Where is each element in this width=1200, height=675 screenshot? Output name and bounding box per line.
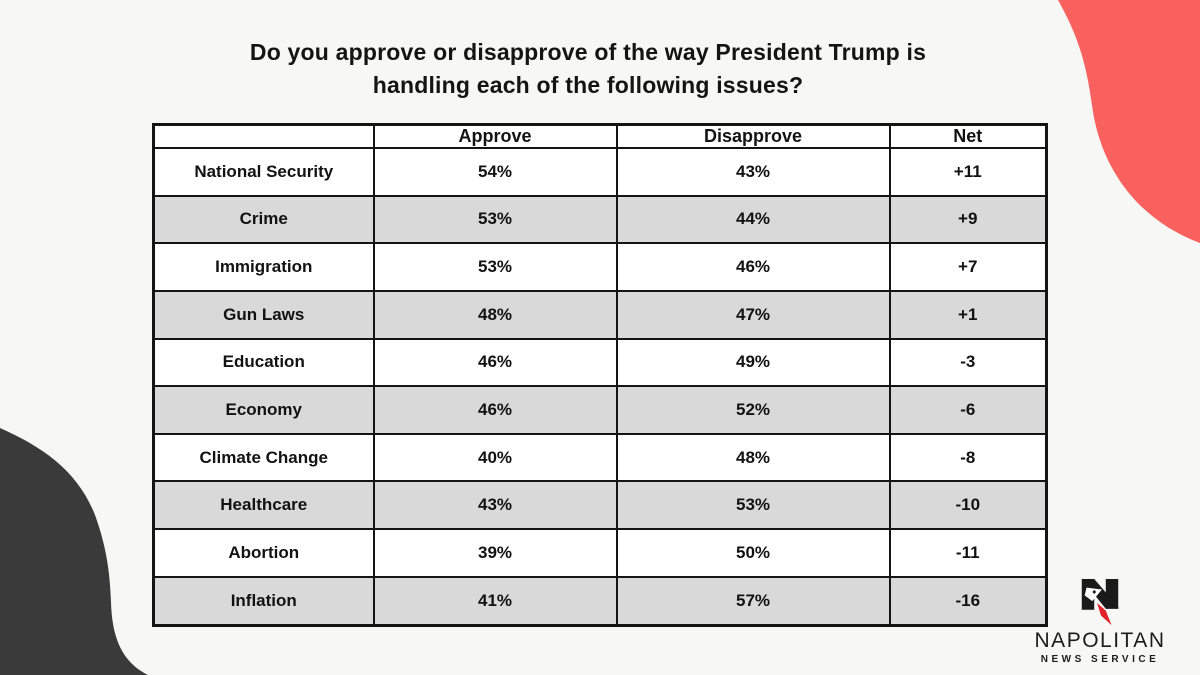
napolitan-eagle-n-icon — [1081, 579, 1119, 626]
issue-cell: Inflation — [152, 575, 375, 627]
approve-cell: 54% — [372, 147, 618, 197]
disapprove-cell: 52% — [615, 385, 891, 435]
disapprove-cell: 53% — [615, 480, 891, 531]
approve-cell: 40% — [372, 432, 618, 483]
table-header-row: Approve Disapprove Net — [152, 123, 1048, 149]
table-row: Inflation 41% 57% -16 — [152, 575, 1048, 627]
approve-cell: 46% — [372, 337, 618, 388]
table-row: Economy 46% 52% -6 — [152, 385, 1048, 435]
table-row: Climate Change 40% 48% -8 — [152, 432, 1048, 483]
table-row: Abortion 39% 50% -11 — [152, 528, 1048, 578]
net-cell: +1 — [888, 289, 1048, 340]
approve-cell: 48% — [372, 289, 618, 340]
disapprove-cell: 47% — [615, 289, 891, 340]
dark-blob-bottom-left — [0, 428, 148, 675]
napolitan-logo: NAPOLITAN NEWS SERVICE — [1018, 579, 1182, 667]
table-row: Gun Laws 48% 47% +1 — [152, 289, 1048, 340]
approve-cell: 41% — [372, 575, 618, 627]
approve-cell: 53% — [372, 242, 618, 292]
issue-cell: Crime — [152, 194, 375, 245]
net-cell: +9 — [888, 194, 1048, 245]
table-row: Healthcare 43% 53% -10 — [152, 480, 1048, 531]
net-cell: -10 — [888, 480, 1048, 531]
approve-cell: 53% — [372, 194, 618, 245]
issue-cell: Immigration — [152, 242, 375, 292]
logo-tagline-text: NEWS SERVICE — [1040, 654, 1160, 665]
issue-cell: National Security — [152, 147, 375, 197]
issue-cell: Education — [152, 337, 375, 388]
header-approve: Approve — [372, 123, 618, 149]
net-cell: +11 — [888, 147, 1048, 197]
issue-cell: Abortion — [152, 528, 375, 578]
issue-cell: Climate Change — [152, 432, 375, 483]
issue-cell: Healthcare — [152, 480, 375, 531]
poll-results-table: Approve Disapprove Net National Security… — [152, 123, 1048, 627]
disapprove-cell: 43% — [615, 147, 891, 197]
net-cell: -6 — [888, 385, 1048, 435]
page-title: Do you approve or disapprove of the way … — [0, 36, 1176, 102]
disapprove-cell: 50% — [615, 528, 891, 578]
disapprove-cell: 46% — [615, 242, 891, 292]
disapprove-cell: 49% — [615, 337, 891, 388]
net-cell: -16 — [888, 575, 1048, 627]
header-net: Net — [888, 123, 1048, 149]
header-issue — [152, 123, 375, 149]
issue-cell: Gun Laws — [152, 289, 375, 340]
disapprove-cell: 44% — [615, 194, 891, 245]
logo-brand-text: NAPOLITAN — [1034, 629, 1166, 652]
table-row: National Security 54% 43% +11 — [152, 147, 1048, 197]
table-row: Crime 53% 44% +9 — [152, 194, 1048, 245]
table-row: Education 46% 49% -3 — [152, 337, 1048, 388]
net-cell: -3 — [888, 337, 1048, 388]
disapprove-cell: 48% — [615, 432, 891, 483]
table-row: Immigration 53% 46% +7 — [152, 242, 1048, 292]
disapprove-cell: 57% — [615, 575, 891, 627]
net-cell: +7 — [888, 242, 1048, 292]
issue-cell: Economy — [152, 385, 375, 435]
page-title-line1: Do you approve or disapprove of the way … — [249, 39, 927, 65]
page-title-line2: handling each of the following issues? — [372, 72, 804, 98]
approve-cell: 43% — [372, 480, 618, 531]
header-disapprove: Disapprove — [615, 123, 891, 149]
approve-cell: 39% — [372, 528, 618, 578]
table-body: National Security 54% 43% +11 Crime 53% 44% +9 I… — [152, 147, 1048, 627]
net-cell: -8 — [888, 432, 1048, 483]
approve-cell: 46% — [372, 385, 618, 435]
net-cell: -11 — [888, 528, 1048, 578]
